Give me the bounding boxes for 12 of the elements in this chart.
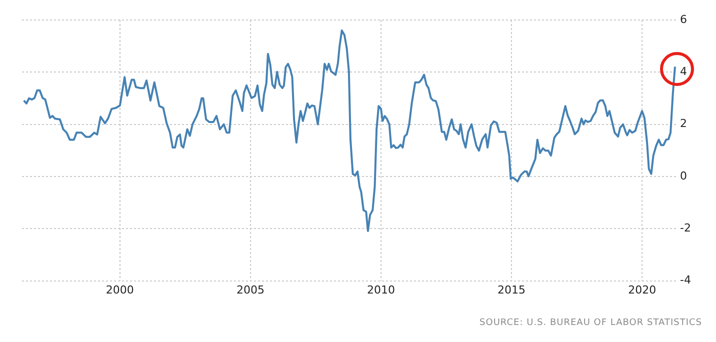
y-tick-label: 4: [680, 65, 688, 78]
source-note: SOURCE: U.S. BUREAU OF LABOR STATISTICS: [480, 318, 702, 328]
x-tick-label: 2010: [367, 283, 395, 296]
x-tick-label: 2005: [236, 283, 264, 296]
y-tick-label: 6: [680, 12, 688, 26]
y-tick-label: 0: [680, 169, 688, 182]
x-tick-label: 2000: [106, 283, 134, 296]
y-tick-label: -2: [680, 222, 691, 234]
x-tick-label: 2015: [498, 283, 526, 296]
x-tick-label: 2020: [628, 283, 656, 296]
y-tick-label: -4: [680, 274, 691, 287]
y-tick-label: 2: [680, 117, 688, 130]
